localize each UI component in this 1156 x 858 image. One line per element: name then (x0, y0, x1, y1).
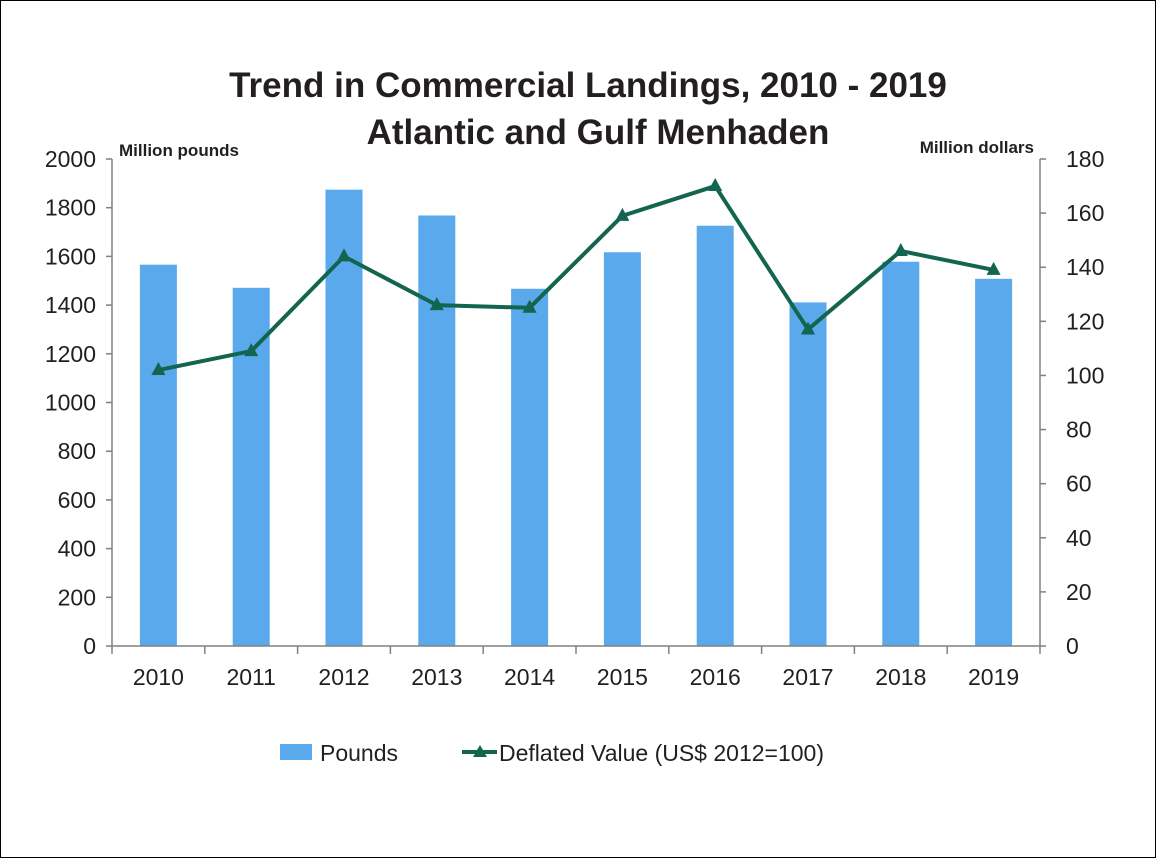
deflated-value-marker-2016 (708, 178, 723, 192)
deflated-value-marker-2019 (986, 261, 1001, 275)
left-tick-label-2000: 2000 (45, 146, 96, 172)
deflated-value-marker-2018 (893, 242, 908, 256)
legend-pounds-swatch (280, 744, 312, 760)
x-axis-tick-labels: 2010 2011 2012 2013 2014 2015 2016 2017 2018 2019 (133, 664, 1019, 690)
pounds-bar-2010 (139, 264, 177, 646)
left-tick-label-1200: 1200 (45, 341, 96, 367)
chart-title: Trend in Commercial Landings, 2010 - 201… (229, 66, 947, 105)
deflated-value-marker-2013 (429, 297, 444, 311)
pounds-bar-2013 (418, 215, 456, 646)
x-tick-label-2013: 2013 (411, 664, 462, 690)
chart-subtitle: Atlantic and Gulf Menhaden (367, 113, 830, 152)
x-tick-label-2016: 2016 (690, 664, 741, 690)
right-tick-label-160: 160 (1066, 200, 1104, 226)
pounds-bar-2018 (882, 261, 920, 646)
deflated-value-marker-2017 (801, 321, 815, 335)
pounds-bar-2015 (603, 252, 641, 646)
x-tick-label-2019: 2019 (968, 664, 1019, 690)
right-tick-label-140: 140 (1066, 254, 1104, 280)
right-tick-label-20: 20 (1066, 579, 1092, 605)
deflated-value-line (158, 184, 994, 372)
legend-deflated-value-label: Deflated Value (US$ 2012=100) (499, 740, 824, 766)
pounds-bar-2016 (696, 225, 734, 646)
left-tick-label-1800: 1800 (45, 195, 96, 221)
left-axis-unit-label: Million pounds (119, 141, 239, 160)
right-tick-label-120: 120 (1066, 308, 1104, 334)
deflated-value-marker-2011 (244, 343, 259, 357)
legend: Pounds Deflated Value (US$ 2012=100) (280, 740, 824, 766)
right-axis-unit-label: Million dollars (920, 138, 1034, 157)
right-axis-tick-labels: 0 20 40 60 80 100 120 140 160 180 (1066, 146, 1104, 659)
pounds-bar-2019 (975, 278, 1013, 646)
left-tick-label-600: 600 (58, 487, 96, 513)
left-tick-label-1600: 1600 (45, 243, 96, 269)
pounds-bar-2014 (511, 288, 549, 646)
left-tick-label-0: 0 (83, 633, 96, 659)
pounds-bars (139, 189, 1013, 646)
right-tick-label-0: 0 (1066, 633, 1079, 659)
right-tick-label-60: 60 (1066, 471, 1092, 497)
left-tick-label-800: 800 (58, 438, 96, 464)
deflated-value-marker-2014 (522, 299, 537, 313)
pounds-bar-2012 (325, 189, 363, 646)
deflated-value-marker-2012 (337, 248, 351, 262)
deflated-value-line-series (151, 178, 1001, 376)
left-axis-tick-labels: 0 200 400 600 800 1000 1200 1400 1600 1800 2000 (45, 146, 96, 659)
left-tick-label-1000: 1000 (45, 390, 96, 416)
pounds-bar-2017 (789, 302, 827, 646)
x-tick-label-2012: 2012 (318, 664, 369, 690)
right-tick-label-80: 80 (1066, 417, 1092, 443)
x-tick-label-2010: 2010 (133, 664, 184, 690)
legend-pounds-label: Pounds (320, 740, 398, 766)
right-tick-label-40: 40 (1066, 525, 1092, 551)
x-tick-label-2015: 2015 (597, 664, 648, 690)
pounds-bar-2011 (232, 287, 270, 646)
deflated-value-marker-2010 (151, 362, 166, 376)
legend-triangle-marker-icon (473, 745, 487, 757)
left-tick-label-400: 400 (58, 536, 96, 562)
x-tick-label-2018: 2018 (875, 664, 926, 690)
deflated-value-marker-2015 (615, 207, 630, 221)
left-tick-label-200: 200 (58, 584, 96, 610)
x-tick-label-2011: 2011 (226, 664, 275, 690)
right-tick-label-180: 180 (1066, 146, 1104, 172)
left-tick-label-1400: 1400 (45, 292, 96, 318)
right-tick-label-100: 100 (1066, 362, 1104, 388)
axes (106, 158, 1046, 654)
x-tick-label-2017: 2017 (782, 664, 833, 690)
x-tick-label-2014: 2014 (504, 664, 555, 690)
